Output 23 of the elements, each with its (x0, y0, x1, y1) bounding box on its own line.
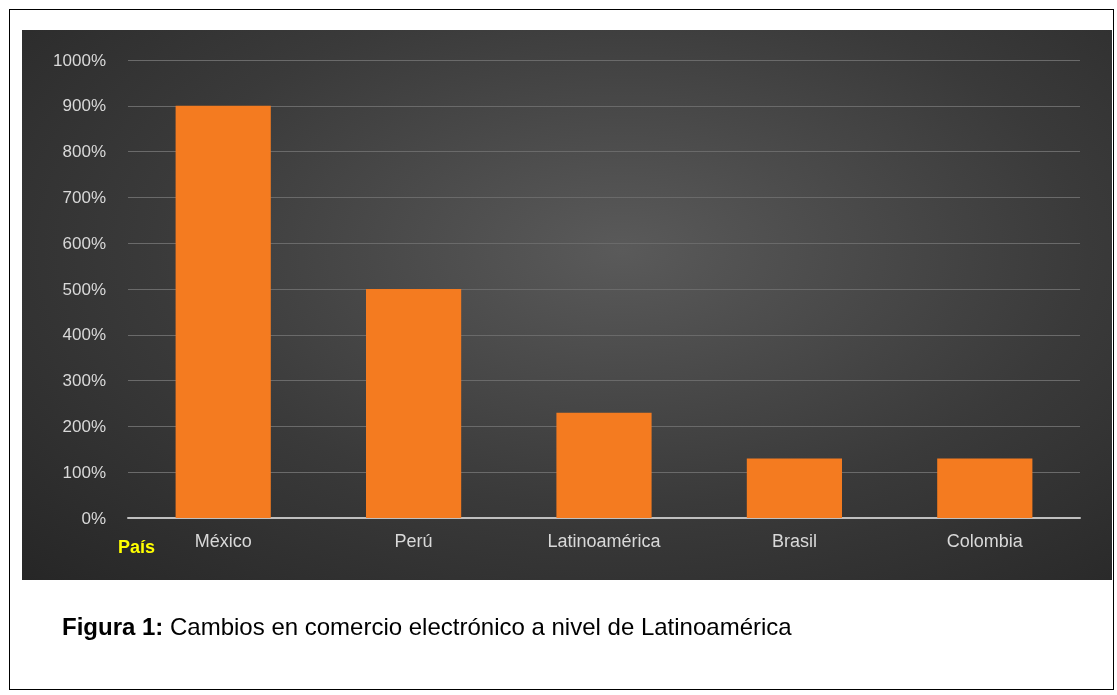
bar (746, 458, 842, 518)
bar (175, 105, 271, 518)
y-tick-label: 400% (62, 325, 106, 345)
y-tick-label: 100% (62, 462, 106, 482)
y-tick-label: 900% (62, 96, 106, 116)
y-tick-label: 800% (62, 142, 106, 162)
x-tick-label: México (194, 531, 252, 551)
bar (556, 412, 652, 518)
y-tick-label: 700% (62, 187, 106, 207)
y-tick-label: 600% (62, 233, 106, 253)
x-axis-title: País (118, 537, 156, 557)
x-tick-label: Latinoamérica (547, 531, 662, 551)
y-tick-label: 200% (62, 416, 106, 436)
y-tick-label: 1000% (53, 50, 106, 70)
bar (937, 458, 1033, 518)
x-tick-label: Perú (394, 531, 433, 551)
bar (366, 289, 462, 518)
x-tick-label: Brasil (771, 531, 817, 551)
y-tick-label: 500% (62, 279, 106, 299)
x-tick-label: Colombia (946, 531, 1024, 551)
y-tick-label: 0% (81, 508, 106, 528)
text: Figura 1: Cambios en comercio electrónico a nivel de Latinoamérica (62, 612, 792, 642)
y-tick-label: 300% (62, 371, 106, 391)
